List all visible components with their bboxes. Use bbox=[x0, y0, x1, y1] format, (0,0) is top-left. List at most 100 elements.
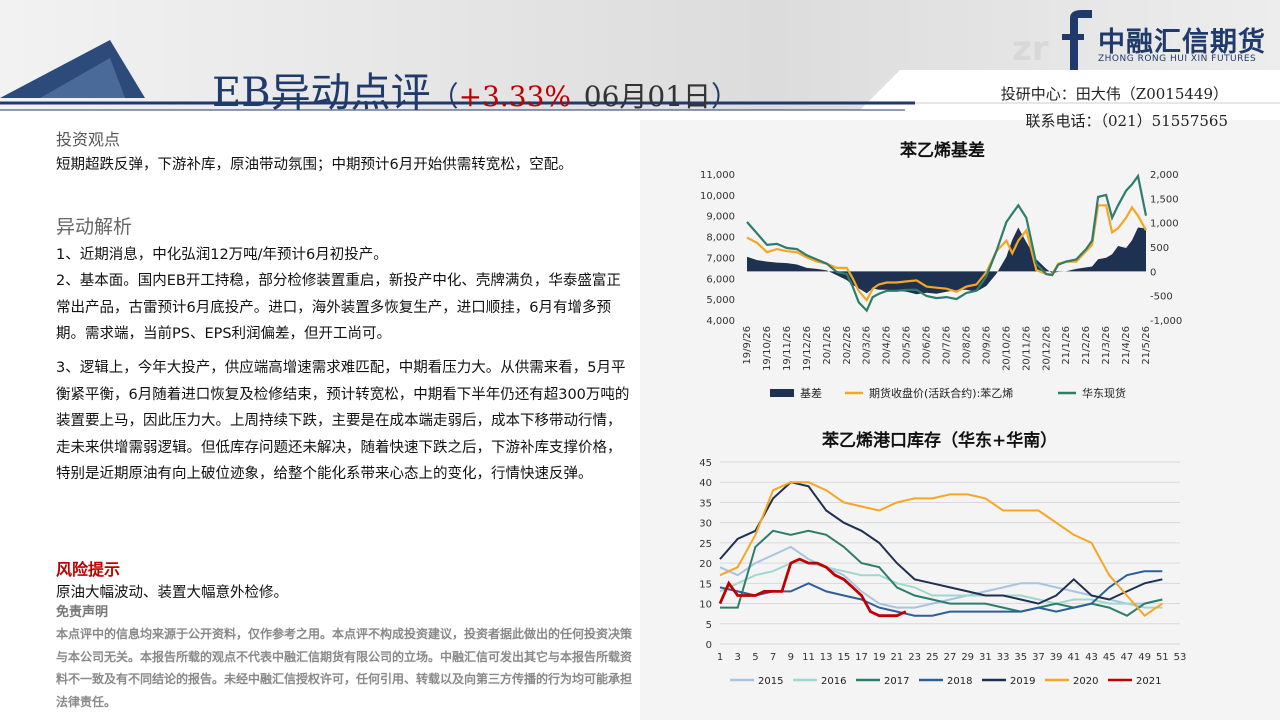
x-tick-label: 15 bbox=[837, 652, 850, 663]
y-right-tick-label: 2,000 bbox=[1150, 170, 1179, 181]
analysis-heading: 异动解析 bbox=[56, 216, 133, 238]
x-tick-label: 21/3/26 bbox=[1101, 326, 1112, 365]
x-tick-label: 7 bbox=[770, 652, 776, 663]
y-right-tick-label: 500 bbox=[1150, 243, 1169, 254]
contact-researcher: 投研中心：田大伟（Z0015449） bbox=[1000, 85, 1228, 103]
x-tick-label: 21/4/26 bbox=[1121, 326, 1132, 365]
x-tick-label: 19/10/26 bbox=[762, 326, 773, 371]
x-tick-label: 41 bbox=[1067, 652, 1080, 663]
x-tick-label: 35 bbox=[1014, 652, 1027, 663]
x-tick-label: 20/12/26 bbox=[1041, 326, 1052, 371]
y-left-tick-label: 10,000 bbox=[700, 191, 735, 202]
x-tick-label: 27 bbox=[944, 652, 957, 663]
y-left-tick-label: 6,000 bbox=[706, 274, 735, 285]
svg-text:zr: zr bbox=[1012, 29, 1049, 69]
x-tick-label: 21/2/26 bbox=[1081, 326, 1092, 365]
risk-text: 原油大幅波动、装置大幅意外检修。 bbox=[56, 585, 288, 601]
analysis-point-2: 2、基本面。国内EB开工持稳，部分检修装置重启，新投产中化、壳牌满负，华泰盛富正… bbox=[56, 273, 621, 342]
legend-label-2015: 2015 bbox=[758, 676, 783, 687]
legend-basis-swatch bbox=[770, 389, 794, 397]
chart1-title: 苯乙烯基差 bbox=[900, 141, 985, 161]
x-tick-label: 20/11/26 bbox=[1021, 326, 1032, 371]
y-left-tick-label: 8,000 bbox=[706, 233, 735, 244]
x-tick-label: 3 bbox=[735, 652, 741, 663]
x-tick-label: 31 bbox=[979, 652, 992, 663]
legend-label-2021: 2021 bbox=[1136, 676, 1161, 687]
x-tick-label: 19/11/26 bbox=[782, 326, 793, 371]
y-left-tick-label: 5,000 bbox=[706, 295, 735, 306]
x-tick-label: 11 bbox=[802, 652, 815, 663]
x-tick-label: 43 bbox=[1085, 652, 1098, 663]
y-right-tick-label: -1,000 bbox=[1150, 316, 1182, 327]
x-tick-label: 19 bbox=[873, 652, 886, 663]
company-logo-subtitle: ZHONG RONG HUI XIN FUTURES bbox=[1098, 54, 1257, 64]
x-tick-label: 47 bbox=[1121, 652, 1134, 663]
view-heading: 投资观点 bbox=[56, 130, 121, 149]
x-tick-label: 19/12/26 bbox=[802, 326, 813, 371]
y-tick-label: 15 bbox=[699, 579, 712, 590]
series-line-2021 bbox=[718, 557, 907, 618]
x-tick-label: 21 bbox=[891, 652, 904, 663]
x-tick-label: 20/1/26 bbox=[822, 326, 833, 365]
x-tick-label: 20/4/26 bbox=[882, 326, 893, 365]
legend-label-2018: 2018 bbox=[947, 676, 972, 687]
disclaimer-heading: 免责声明 bbox=[56, 605, 109, 620]
x-tick-label: 20/10/26 bbox=[1001, 326, 1012, 371]
company-logo-text: 中融汇信期货 bbox=[1098, 27, 1266, 58]
series-line-2018 bbox=[719, 570, 1163, 617]
legend-label-2017: 2017 bbox=[884, 676, 909, 687]
y-tick-label: 20 bbox=[699, 559, 712, 570]
title-paren-open: （ bbox=[430, 80, 459, 113]
x-tick-label: 33 bbox=[997, 652, 1010, 663]
chart2-title: 苯乙烯港口库存（华东+华南） bbox=[822, 431, 1058, 451]
x-tick-label: 21/5/26 bbox=[1141, 326, 1152, 365]
x-tick-label: 49 bbox=[1138, 652, 1151, 663]
y-tick-label: 45 bbox=[699, 458, 712, 469]
y-left-tick-label: 4,000 bbox=[706, 316, 735, 327]
basis-chart: 4,000 5,000 6,000 7,000 8,000 9,000 10,000 11,0… bbox=[700, 170, 1182, 400]
x-tick-label: 20/9/26 bbox=[981, 326, 992, 365]
x-tick-label: 9 bbox=[788, 652, 794, 663]
x-tick-label: 39 bbox=[1050, 652, 1063, 663]
x-tick-label: 17 bbox=[855, 652, 868, 663]
x-tick-label: 20/6/26 bbox=[922, 326, 933, 365]
x-tick-label: 20/7/26 bbox=[942, 326, 953, 365]
page-title: EB异动点评（+3.33% 06月01日） bbox=[212, 60, 739, 118]
x-tick-label: 20/3/26 bbox=[862, 326, 873, 365]
y-left-tick-label: 7,000 bbox=[706, 253, 735, 264]
legend-futures-label: 期货收盘价(活跃合约):苯乙烯 bbox=[869, 386, 1013, 400]
y-tick-label: 0 bbox=[706, 640, 712, 651]
x-tick-label: 51 bbox=[1156, 652, 1169, 663]
x-tick-label: 13 bbox=[820, 652, 833, 663]
basis-area bbox=[747, 227, 1146, 295]
legend-label-2016: 2016 bbox=[821, 676, 846, 687]
x-tick-label: 20/5/26 bbox=[902, 326, 913, 365]
y-tick-label: 35 bbox=[699, 498, 712, 509]
x-tick-label: 20/8/26 bbox=[961, 326, 972, 365]
x-tick-label: 45 bbox=[1103, 652, 1116, 663]
y-right-tick-label: -500 bbox=[1150, 292, 1173, 303]
x-tick-label: 19/9/26 bbox=[742, 326, 753, 365]
y-right-tick-label: 1,500 bbox=[1150, 194, 1179, 205]
y-tick-label: 10 bbox=[699, 600, 712, 611]
view-text: 短期超跌反弹，下游补库，原油带动氛围；中期预计6月开始供需转宽松，空配。 bbox=[56, 157, 573, 173]
x-tick-label: 25 bbox=[926, 652, 939, 663]
series-line-2020 bbox=[719, 481, 1163, 618]
x-tick-label: 29 bbox=[961, 652, 974, 663]
legend-basis-label: 基差 bbox=[800, 386, 822, 400]
y-tick-label: 25 bbox=[699, 539, 712, 550]
title-date: 06月01日 bbox=[583, 80, 712, 113]
disclaimer-text: 本点评中的信息均来源于公开资料，仅作参考之用。本点评不构成投资建议，投资者据此做… bbox=[56, 627, 633, 709]
title-change: +3.33% bbox=[458, 80, 572, 113]
x-tick-label: 23 bbox=[908, 652, 921, 663]
y-tick-label: 30 bbox=[699, 519, 712, 530]
legend-label-2020: 2020 bbox=[1073, 676, 1098, 687]
y-left-tick-label: 11,000 bbox=[700, 170, 735, 181]
x-tick-label: 20/2/26 bbox=[842, 326, 853, 365]
x-tick-label: 53 bbox=[1174, 652, 1187, 663]
x-tick-label: 5 bbox=[752, 652, 758, 663]
x-tick-label: 37 bbox=[1032, 652, 1045, 663]
contact-phone: 联系电话：（021）51557565 bbox=[1025, 112, 1228, 130]
